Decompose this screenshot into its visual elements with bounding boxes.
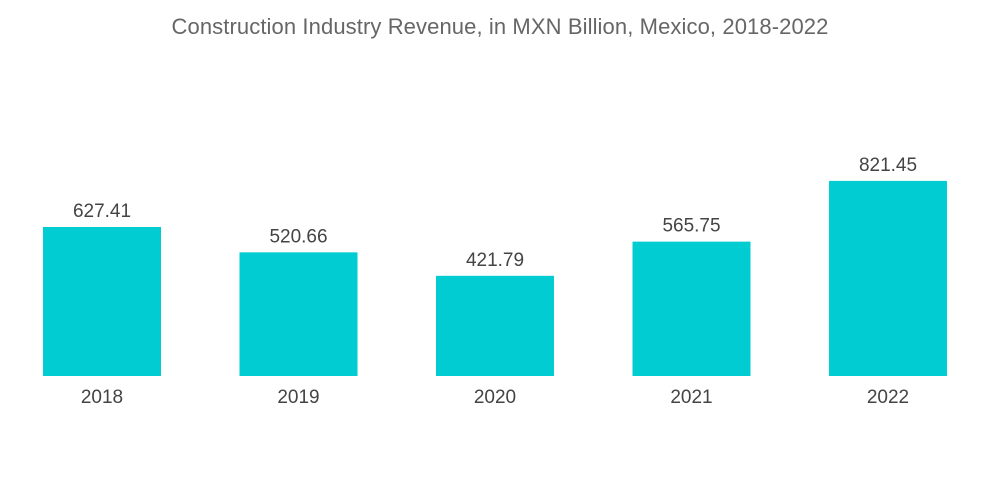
value-label-2021: 565.75 xyxy=(662,216,720,237)
x-axis-tick-labels: 2018 2019 2020 2021 2022 xyxy=(81,387,909,408)
value-label-2022: 821.45 xyxy=(859,155,917,176)
value-label-2018: 627.41 xyxy=(73,201,131,222)
x-tick-label-2018: 2018 xyxy=(81,387,123,408)
x-tick-label-2019: 2019 xyxy=(277,387,319,408)
value-label-2019: 520.66 xyxy=(269,226,327,247)
value-label-2020: 421.79 xyxy=(466,250,524,271)
bar-2018 xyxy=(43,226,161,376)
chart-title: Construction Industry Revenue, in MXN Bi… xyxy=(171,14,829,39)
bar-2021 xyxy=(632,241,751,376)
bar-2019 xyxy=(239,252,358,376)
bars-layer xyxy=(43,180,947,376)
x-tick-label-2021: 2021 xyxy=(670,387,712,408)
bar-2020 xyxy=(436,275,554,376)
x-tick-label-2022: 2022 xyxy=(867,387,909,408)
value-labels-layer: 627.41 520.66 421.79 565.75 821.45 xyxy=(73,155,917,271)
x-tick-label-2020: 2020 xyxy=(474,387,516,408)
bar-2022 xyxy=(829,180,947,376)
